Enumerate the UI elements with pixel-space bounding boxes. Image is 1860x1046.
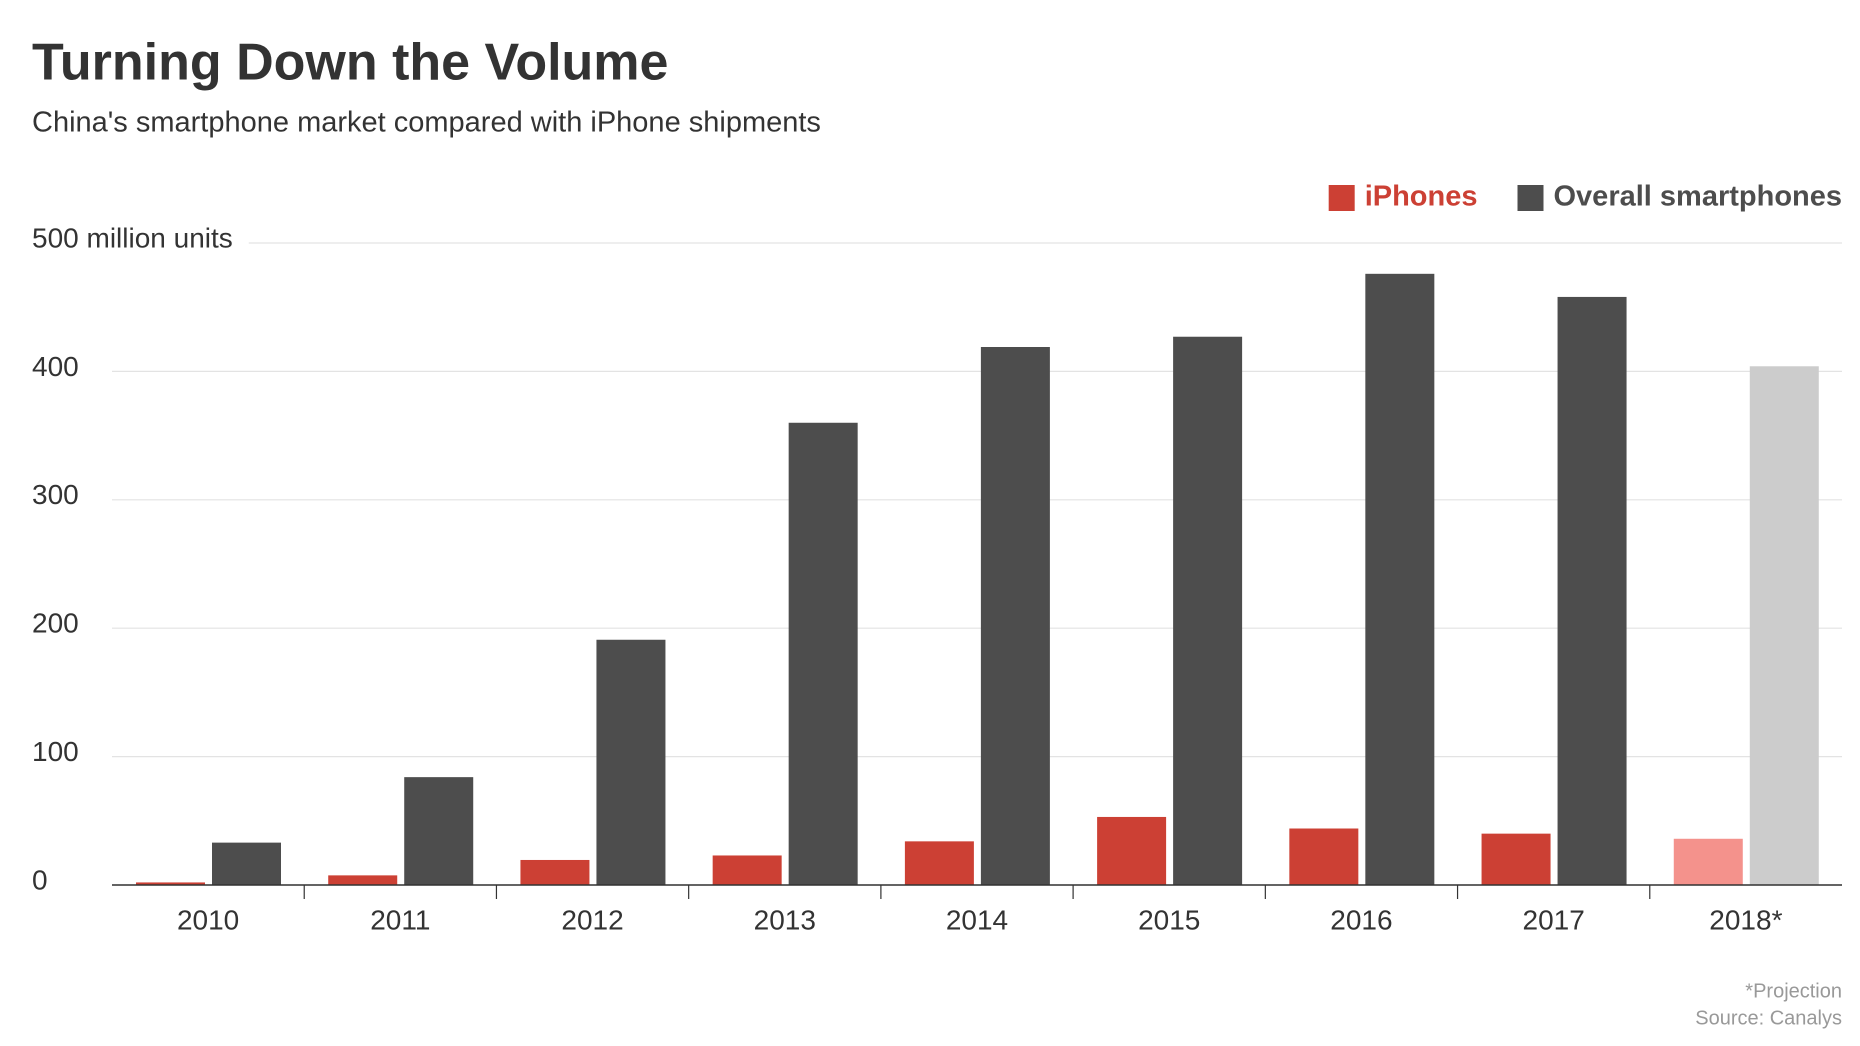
legend-label: iPhones <box>1365 181 1478 213</box>
chart-subtitle: China's smartphone market compared with … <box>32 107 821 139</box>
x-tick-label: 2017 <box>1523 904 1585 935</box>
bar <box>980 347 1050 885</box>
source-note: Source: Canalys <box>1695 1007 1842 1029</box>
x-tick-label: 2010 <box>177 904 239 935</box>
x-tick-label: 2016 <box>1330 904 1392 935</box>
bar <box>404 777 474 885</box>
y-tick-label: 200 <box>32 608 79 639</box>
bar <box>1673 838 1743 885</box>
bar <box>596 639 666 885</box>
bar <box>788 422 858 885</box>
y-tick-label: 100 <box>32 736 79 767</box>
x-tick-label: 2015 <box>1138 904 1200 935</box>
footnote: *Projection <box>1745 980 1842 1002</box>
bar <box>1289 828 1359 885</box>
bar <box>1173 336 1243 885</box>
bar <box>1481 833 1551 885</box>
x-tick-label: 2012 <box>561 904 623 935</box>
x-tick-label: 2014 <box>946 904 1008 935</box>
legend-swatch <box>1517 185 1544 211</box>
chart-title: Turning Down the Volume <box>32 34 668 92</box>
x-tick-label: 2011 <box>370 904 430 935</box>
bar <box>328 875 398 885</box>
x-tick-label: 2013 <box>754 904 816 935</box>
bar <box>1097 816 1167 885</box>
y-tick-label: 500 million units <box>32 222 233 253</box>
bar <box>136 882 205 885</box>
x-tick-label: 2018* <box>1709 904 1782 935</box>
bar <box>904 841 974 885</box>
bar <box>712 855 782 885</box>
legend-label: Overall smartphones <box>1554 181 1843 213</box>
y-tick-label: 0 <box>32 864 48 895</box>
bar <box>1365 273 1435 885</box>
legend-swatch <box>1328 185 1355 211</box>
bar <box>1749 366 1819 885</box>
y-tick-label: 400 <box>32 351 79 382</box>
bar <box>1557 296 1627 886</box>
bar <box>520 859 590 885</box>
bar <box>212 842 281 885</box>
y-tick-label: 300 <box>32 479 79 510</box>
